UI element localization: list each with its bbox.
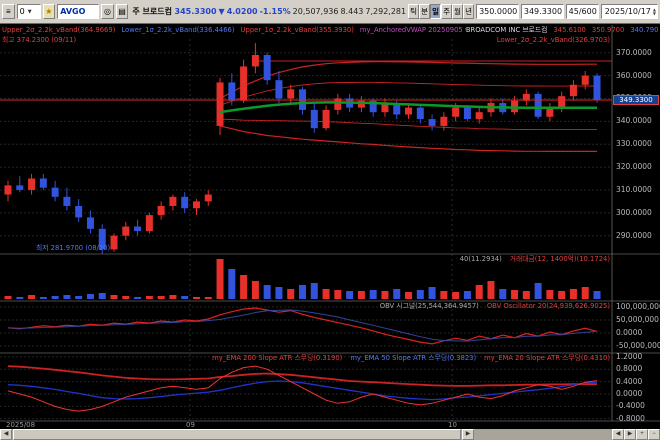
account-combo[interactable]: 0 ▼ xyxy=(16,4,41,19)
scroll-right-button[interactable]: ▶ xyxy=(462,429,474,440)
period-tabs: 틱 분 일 주 월 년 xyxy=(408,4,475,19)
price-field-1[interactable]: 350.0000 xyxy=(476,4,519,19)
stock-name: 주 브로드컴 xyxy=(132,7,172,16)
price-axis-label: 330.0000 xyxy=(616,139,652,149)
period-tab-minute[interactable]: 분 xyxy=(419,4,431,19)
chart-canvas[interactable] xyxy=(0,25,660,429)
change-value: 4.0200 xyxy=(226,7,258,16)
period-tab-tick[interactable]: 틱 xyxy=(408,4,420,19)
price-axis-label: 300.0000 xyxy=(616,207,652,217)
favorite-icon[interactable]: ★ xyxy=(42,4,56,19)
x-axis-label: 09 xyxy=(186,421,195,429)
horizontal-scrollbar: ◀ ▶ ◀ ▶ + − xyxy=(0,429,660,440)
slope-axis-label: 0.4000 xyxy=(616,376,643,386)
slope-axis-label: 0.0000 xyxy=(616,389,643,398)
scrollbar-thumb[interactable] xyxy=(13,429,461,440)
menu-icon[interactable]: ≡ xyxy=(2,4,15,19)
chart-region: Upper_2σ_2.2k_vBand(364.9669) Lower_1σ_2… xyxy=(0,25,660,429)
zoom-in-button[interactable]: + xyxy=(636,429,648,440)
account-combo-value: 0 xyxy=(19,7,25,16)
last-price: 345.3300 xyxy=(174,7,217,16)
current-price-box: 349.3300 xyxy=(613,95,659,105)
chart-style-icon[interactable]: ▤ xyxy=(115,4,129,19)
value-2: 7,292,281 xyxy=(365,7,407,16)
price-axis-label: 370.0000 xyxy=(616,47,652,57)
value-1: 8.443 xyxy=(340,7,364,16)
slope-axis-label: -0.8000 xyxy=(616,413,645,423)
down-arrow-icon: ▼ xyxy=(218,7,225,16)
period-tab-day[interactable]: 일 xyxy=(430,4,442,19)
pan-right-button[interactable]: ▶ xyxy=(624,429,636,440)
price-axis-label: 290.0000 xyxy=(616,230,652,240)
period-tab-week[interactable]: 주 xyxy=(441,4,453,19)
date-picker[interactable]: 2025/10/17 ▲ ▼ xyxy=(600,4,658,19)
price-axis-label: 340.0000 xyxy=(616,116,652,126)
date-value: 2025/10/17 xyxy=(604,7,651,16)
x-axis-label: 10 xyxy=(448,421,457,429)
obv-axis-label: 0.0000 xyxy=(616,328,643,337)
bar-count-field[interactable]: 45/600 xyxy=(565,4,599,19)
price-axis-label: 360.0000 xyxy=(616,70,652,80)
price-field-2[interactable]: 349.3300 xyxy=(520,4,564,19)
price-axis-label: 320.0000 xyxy=(616,162,652,172)
slope-axis-label: 0.8000 xyxy=(616,364,643,374)
toolbar: ≡ 0 ▼ ★ ◎ ▤ 주 브로드컴 345.3300 ▼ 4.0200 -1.… xyxy=(0,0,660,24)
slope-axis-label: 1.2000 xyxy=(616,351,643,361)
date-spinner-icons[interactable]: ▲ ▼ xyxy=(652,6,656,16)
obv-axis-label: 50,000,000 xyxy=(616,315,659,324)
volume-value: 20,507,936 xyxy=(292,7,339,16)
scroll-left-button[interactable]: ◀ xyxy=(0,429,12,440)
pan-left-button[interactable]: ◀ xyxy=(612,429,624,440)
symbol-input[interactable] xyxy=(57,4,100,19)
zoom-out-button[interactable]: − xyxy=(648,429,660,440)
obv-axis-label: -50,000,000 xyxy=(616,341,660,350)
slope-axis-label: -0.4000 xyxy=(616,401,645,411)
price-axis-label: 310.0000 xyxy=(616,184,652,194)
period-tab-month[interactable]: 월 xyxy=(452,4,464,19)
change-percent: -1.15% xyxy=(259,7,291,16)
chevron-down-icon: ▼ xyxy=(27,8,32,15)
period-tab-year[interactable]: 년 xyxy=(463,4,475,19)
x-axis-label: 2025/08 xyxy=(6,421,36,429)
obv-axis-label: 100,000,000 xyxy=(616,302,660,311)
search-icon[interactable]: ◎ xyxy=(101,4,114,19)
